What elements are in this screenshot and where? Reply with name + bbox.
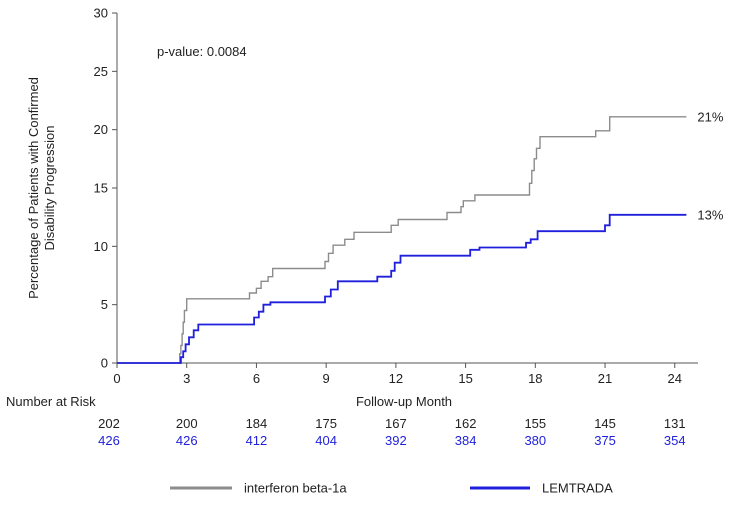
x-tick-label: 21 — [598, 371, 612, 386]
series-lines — [117, 116, 687, 364]
y-tick-label: 5 — [101, 297, 108, 312]
x-tick-label: 18 — [528, 371, 542, 386]
legend-label: interferon beta-1a — [244, 481, 347, 496]
risk-value: 354 — [664, 433, 686, 448]
risk-value: 375 — [594, 433, 616, 448]
risk-value: 155 — [524, 416, 546, 431]
risk-table-title: Number at Risk — [6, 394, 96, 409]
x-tick-label: 3 — [183, 371, 190, 386]
x-axis-title: Follow-up Month — [356, 394, 452, 409]
risk-value: 426 — [98, 433, 120, 448]
y-tick-label: 15 — [94, 181, 108, 196]
risk-value: 412 — [246, 433, 268, 448]
x-tick-label: 12 — [389, 371, 403, 386]
risk-value: 131 — [664, 416, 686, 431]
risk-value: 184 — [246, 416, 268, 431]
risk-value: 380 — [524, 433, 546, 448]
series-line-interferon-beta-1a — [117, 116, 687, 364]
legend: interferon beta-1a LEMTRADA — [170, 481, 613, 496]
y-tick-label: 10 — [94, 239, 108, 254]
risk-value: 200 — [176, 416, 198, 431]
x-tick-label: 6 — [253, 371, 260, 386]
y-tick-label: 0 — [101, 356, 108, 371]
y-axis-title: Percentage of Patients with ConfirmedDis… — [26, 77, 57, 299]
risk-value: 202 — [98, 416, 120, 431]
risk-value: 384 — [455, 433, 477, 448]
end-value-label: 13% — [697, 207, 723, 222]
risk-value: 404 — [315, 433, 337, 448]
x-tick-label: 15 — [458, 371, 472, 386]
x-tick-label: 24 — [668, 371, 682, 386]
y-tick-label: 20 — [94, 122, 108, 137]
x-tick-label: 9 — [323, 371, 330, 386]
risk-value: 392 — [385, 433, 407, 448]
risk-value: 175 — [315, 416, 337, 431]
axes: 0 5 10 15 20 25 30 0 3 6 9 12 15 18 21 24 Percentage of … — [26, 6, 698, 409]
series-line-lemtrada — [117, 213, 687, 364]
y-axis-title-line: Disability Progression — [42, 126, 57, 251]
end-value-label: 21% — [697, 109, 723, 124]
risk-value: 145 — [594, 416, 616, 431]
risk-value: 426 — [176, 433, 198, 448]
y-tick-label: 25 — [94, 64, 108, 79]
legend-label: LEMTRADA — [542, 481, 613, 496]
y-axis-title-line: Percentage of Patients with Confirmed — [26, 77, 41, 299]
risk-value: 162 — [455, 416, 477, 431]
y-tick-label: 30 — [94, 6, 108, 21]
risk-value: 167 — [385, 416, 407, 431]
annotations: p-value: 0.0084 21% 13% — [157, 44, 724, 222]
p-value-label: p-value: 0.0084 — [157, 44, 247, 59]
x-tick-label: 0 — [113, 371, 120, 386]
